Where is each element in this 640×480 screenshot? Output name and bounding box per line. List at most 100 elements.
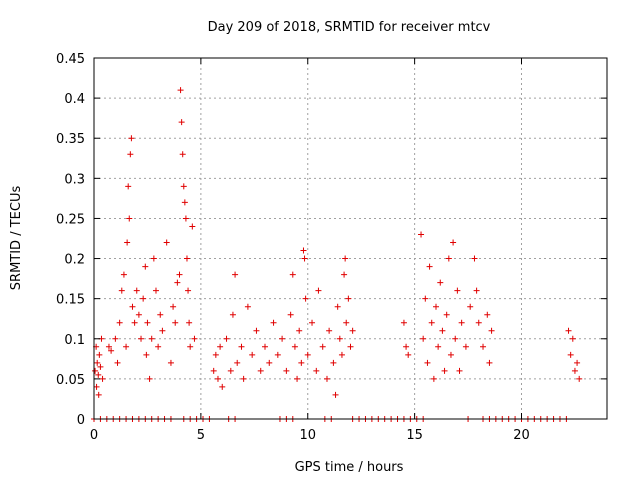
data-point	[287, 311, 294, 318]
data-point	[341, 271, 348, 278]
data-point	[144, 319, 151, 326]
data-point	[177, 87, 184, 94]
data-point	[433, 303, 439, 310]
data-point	[131, 319, 138, 326]
data-point	[155, 343, 162, 350]
data-point	[435, 343, 442, 350]
grid	[94, 58, 607, 419]
data-point	[99, 375, 106, 382]
data-points	[91, 87, 583, 422]
data-point	[95, 371, 102, 378]
data-point	[298, 359, 305, 366]
data-point	[445, 255, 452, 262]
data-point	[167, 359, 174, 366]
y-tick-label: 0.25	[56, 212, 85, 227]
data-point	[174, 279, 181, 286]
data-point	[332, 391, 339, 398]
data-point	[296, 327, 303, 334]
data-point	[146, 375, 153, 382]
data-point	[118, 287, 125, 294]
data-point	[114, 359, 121, 366]
data-point	[488, 327, 495, 334]
data-point	[182, 215, 189, 222]
data-point	[279, 335, 286, 342]
data-point	[238, 343, 245, 350]
data-point	[428, 319, 435, 326]
data-point	[187, 343, 194, 350]
data-point	[400, 319, 407, 326]
y-tick-label: 0.4	[64, 92, 85, 107]
y-tick-label: 0	[77, 413, 85, 428]
data-point	[125, 183, 132, 190]
data-point	[576, 375, 583, 382]
data-point	[189, 223, 196, 230]
data-point	[95, 391, 102, 398]
y-tick-label: 0.35	[56, 132, 85, 147]
data-point	[338, 351, 345, 358]
data-point	[217, 343, 224, 350]
data-point	[439, 327, 446, 334]
data-point	[565, 327, 572, 334]
y-tick-label: 0.05	[56, 373, 85, 388]
data-point	[462, 343, 469, 350]
x-tick-label: 10	[299, 428, 316, 443]
data-point	[291, 343, 298, 350]
data-point	[347, 343, 354, 350]
data-point	[93, 383, 100, 390]
data-point	[120, 271, 127, 278]
x-tick-label: 15	[406, 428, 423, 443]
data-point	[349, 327, 356, 334]
data-point	[163, 239, 170, 246]
data-point	[92, 367, 99, 374]
data-point	[336, 335, 343, 342]
data-point	[569, 335, 576, 342]
data-point	[343, 319, 350, 326]
data-point	[227, 367, 234, 374]
data-point	[342, 255, 349, 262]
data-point	[443, 311, 450, 318]
data-point	[229, 311, 236, 318]
y-tick-label: 0.1	[64, 333, 85, 348]
data-point	[319, 343, 326, 350]
data-point	[191, 335, 198, 342]
data-point	[185, 287, 192, 294]
data-point	[170, 303, 177, 310]
data-point	[475, 319, 482, 326]
data-point	[420, 335, 427, 342]
y-tick-label: 0.3	[64, 172, 85, 187]
data-point	[210, 367, 217, 374]
data-point	[249, 351, 256, 358]
data-point	[334, 303, 341, 310]
data-point	[214, 375, 221, 382]
data-point	[179, 151, 186, 158]
data-point	[212, 351, 219, 358]
data-point	[124, 239, 131, 246]
data-point	[232, 271, 239, 278]
data-point	[422, 295, 429, 302]
data-point	[458, 319, 465, 326]
data-point	[574, 359, 581, 366]
data-point	[471, 255, 478, 262]
data-point	[143, 351, 150, 358]
data-point	[244, 303, 251, 310]
data-point	[486, 359, 493, 366]
data-point	[467, 303, 474, 310]
data-point	[418, 231, 425, 238]
data-point	[567, 351, 574, 358]
data-point	[302, 295, 309, 302]
data-point	[426, 263, 433, 270]
data-point	[456, 367, 463, 374]
data-point	[116, 319, 123, 326]
data-point	[152, 287, 159, 294]
data-point	[129, 303, 136, 310]
data-point	[133, 287, 140, 294]
data-point	[294, 375, 301, 382]
data-point	[159, 327, 166, 334]
data-point	[447, 351, 454, 358]
data-point	[326, 327, 333, 334]
data-point	[183, 255, 190, 262]
plot-frame	[93, 57, 608, 420]
data-point	[437, 279, 444, 286]
data-point	[234, 359, 241, 366]
